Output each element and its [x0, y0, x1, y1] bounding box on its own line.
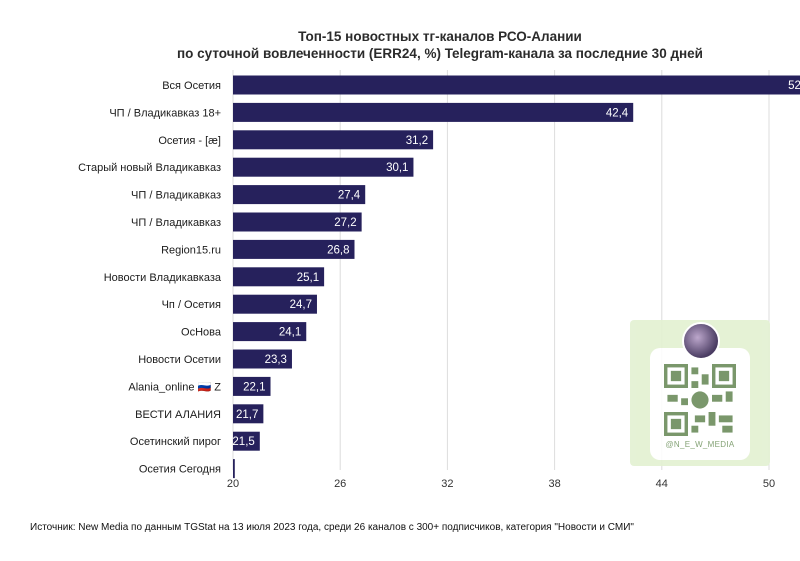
category-label: Вся Осетия: [162, 80, 221, 92]
category-label: ЧП / Владикавказ: [131, 217, 221, 229]
qr-handle: @N_E_W_MEDIA: [665, 440, 735, 449]
bar: [233, 185, 366, 205]
bar: [233, 212, 362, 232]
bar: [233, 431, 260, 451]
bar-value-label: 24,1: [279, 327, 301, 339]
category-label: ЧП / Владикавказ: [131, 190, 221, 202]
bar: [233, 294, 317, 314]
bar: [233, 404, 264, 424]
category-label: Новости Владикавказа: [104, 272, 222, 284]
qr-code-icon: [664, 364, 736, 436]
chart-title: Топ-15 новостных тг-каналов РСО-Алании: [298, 29, 582, 44]
bar-value-label: 42,4: [606, 107, 629, 119]
bar-value-label: 21,5: [232, 436, 254, 448]
bar: [233, 267, 325, 287]
category-label: ОсНова: [181, 327, 222, 339]
qr-code-watermark: @N_E_W_MEDIA: [630, 320, 770, 466]
bar: [233, 239, 355, 259]
qr-card: @N_E_W_MEDIA: [650, 348, 750, 460]
category-label: Осетия - [æ]: [158, 135, 221, 147]
chart-subtitle: по суточной вовлеченности (ERR24, %) Tel…: [177, 46, 703, 61]
bar: [233, 349, 292, 369]
bar-value-label: 21,7: [236, 409, 258, 421]
category-label: ВЕСТИ АЛАНИЯ: [135, 409, 221, 421]
bar: [233, 322, 307, 342]
bar-value-label: 52,6: [788, 80, 800, 92]
x-tick-label: 44: [656, 478, 668, 490]
bar-value-label: 25,1: [297, 272, 319, 284]
bar: [233, 459, 235, 479]
bar-value-label: 27,2: [334, 217, 356, 229]
x-tick-label: 32: [441, 478, 453, 490]
bar: [233, 130, 434, 150]
x-tick-label: 20: [227, 478, 239, 490]
bar-value-label: 26,8: [327, 244, 349, 256]
bar: [233, 157, 414, 177]
bar: [233, 376, 271, 396]
category-label: Новости Осетии: [138, 354, 221, 366]
x-tick-label: 38: [548, 478, 560, 490]
bar-value-label: 23,3: [265, 354, 287, 366]
bar: [233, 75, 800, 95]
bar: [233, 102, 634, 122]
category-label: Alania_online 🇷🇺 Z: [128, 380, 221, 393]
x-tick-label: 50: [763, 478, 775, 490]
bar-value-label: 30,1: [386, 162, 408, 174]
category-label: Чп / Осетия: [162, 299, 221, 311]
bar-value-label: 31,2: [406, 135, 428, 147]
x-tick-label: 26: [334, 478, 346, 490]
bar-value-label: 22,1: [243, 381, 265, 393]
bar-value-label: 24,7: [290, 299, 312, 311]
category-label: Region15.ru: [161, 244, 221, 256]
category-label: Старый новый Владикавказ: [78, 162, 221, 174]
category-label: ЧП / Владикавказ 18+: [109, 107, 221, 119]
source-footnote: Источник: New Media по данным TGStat на …: [30, 522, 634, 533]
bar-value-label: 27,4: [338, 190, 361, 202]
category-label: Осетия Сегодня: [139, 464, 221, 476]
category-label: Осетинский пирог: [130, 436, 221, 448]
avatar: [682, 322, 720, 360]
